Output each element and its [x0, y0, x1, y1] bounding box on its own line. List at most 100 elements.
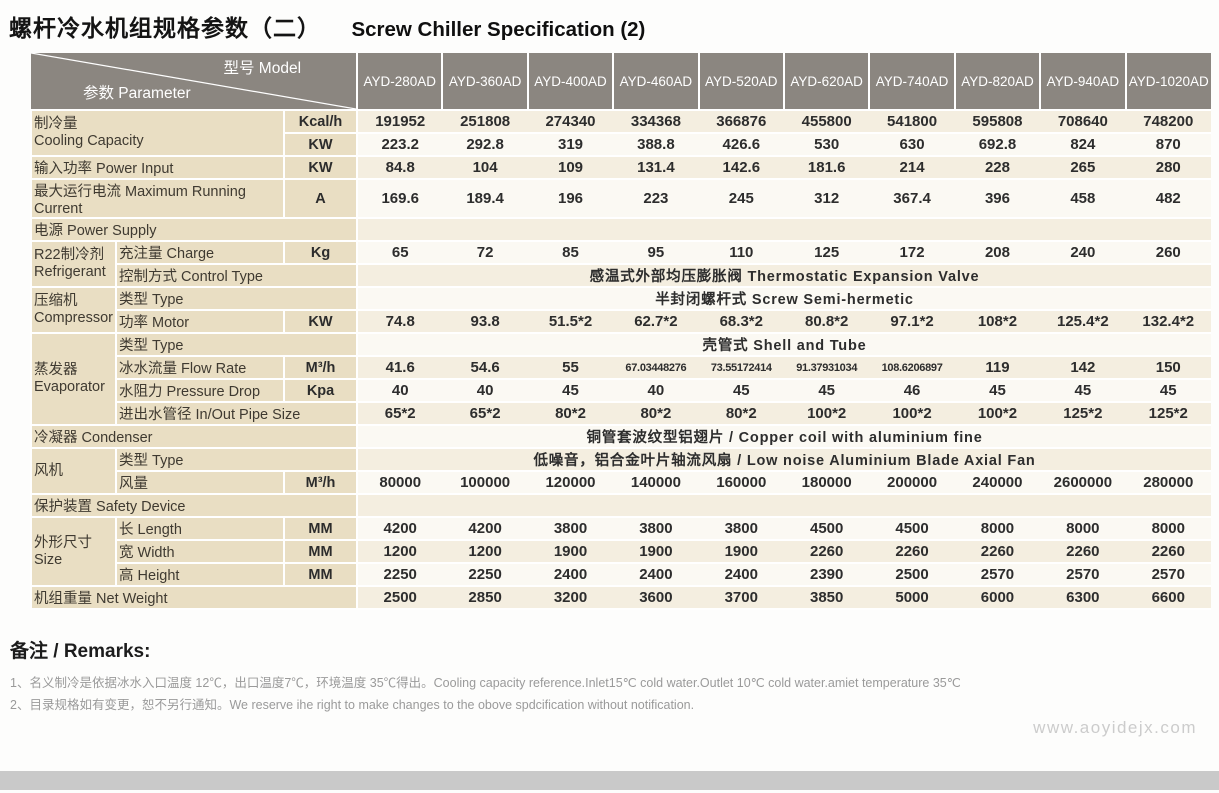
value-cell: 265	[1040, 155, 1126, 180]
bottom-bar	[0, 771, 1219, 790]
value-cell: 245	[698, 178, 784, 219]
value-cell: 595808	[954, 109, 1041, 134]
value-cell: 110	[698, 240, 784, 265]
label-net-weight: 机组重量 Net Weight	[29, 585, 359, 610]
label-cell: 风量	[115, 470, 285, 495]
value-cell: 2260	[783, 539, 870, 564]
value-cell	[357, 217, 1211, 242]
unit-cell: MM	[282, 516, 359, 541]
value-cell: 541800	[869, 109, 955, 134]
value-cell: 8000	[1125, 516, 1211, 541]
value-cell: 748200	[1125, 109, 1211, 134]
table-row: 外形尺寸 Size 长 Length MM 4200 4200 3800 3800 3800 4…	[30, 516, 1211, 587]
value-cell: 100*2	[783, 401, 870, 426]
value-cell: 200000	[869, 470, 955, 495]
value-cell: 366876	[698, 109, 784, 134]
label-cell: 功率 Motor	[115, 309, 285, 334]
table-row: 控制方式 Control Type 感温式外部均压膨胀阀 Thermostatic…	[31, 263, 1211, 288]
title-chinese: 螺杆冷水机组规格参数（二）	[9, 15, 321, 41]
value-cell: 3800	[698, 516, 784, 541]
table-row: 压缩机 Compressor 类型 Type 半封闭螺杆式 Screw Semi-h…	[30, 286, 1211, 334]
value-cell: 2400	[613, 562, 699, 587]
value-cell: 108*2	[954, 309, 1041, 334]
value-cell	[357, 493, 1211, 518]
value-cell: 3800	[527, 516, 614, 541]
diagonal-divider	[31, 53, 356, 109]
label-evaporator: 蒸发器 Evaporator	[30, 332, 117, 426]
website-url: www.aoyidejx.com	[1033, 718, 1197, 737]
value-cell: 191952	[357, 109, 443, 134]
value-cell: 2400	[527, 562, 614, 587]
value-cell: 692.8	[954, 132, 1041, 157]
unit-cell: KW	[282, 132, 359, 157]
value-cell: 97.1*2	[869, 309, 955, 334]
value-cell: 67.03448276	[613, 355, 699, 380]
value-cell: 388.8	[613, 132, 699, 157]
value-cell: 189.4	[442, 178, 528, 219]
value-cell: 104	[442, 155, 528, 180]
value-cell: 2260	[954, 539, 1041, 564]
value-cell: 142	[1040, 355, 1126, 380]
page-title: 螺杆冷水机组规格参数（二） Screw Chiller Specificatio…	[0, 0, 1219, 43]
unit-cell: KW	[282, 309, 359, 334]
label-cell: 进出水管径 In/Out Pipe Size	[114, 401, 359, 426]
value-cell: 125	[783, 240, 870, 265]
spec-table-body: 制冷量 Cooling Capacity Kcal/h 191952 251808 27…	[29, 109, 1211, 610]
value-cell: 51.5*2	[527, 309, 614, 334]
value-cell: 40	[357, 378, 443, 403]
value-cell: 68.3*2	[698, 309, 784, 334]
value-cell: 45	[527, 378, 614, 403]
value-cell: 280000	[1125, 470, 1211, 495]
value-cell: 2260	[869, 539, 955, 564]
label-refrigerant: R22制冷剂 Refrigerant	[30, 240, 117, 288]
value-cell: 80*2	[698, 401, 784, 426]
table-row: 蒸发器 Evaporator 类型 Type 壳管式 Shell and Tube	[30, 332, 1211, 426]
table-row: 宽 Width MM 1200 1200 1900 1900 1900 2260 2260 226…	[31, 539, 1211, 564]
value-cell: 260	[1125, 240, 1211, 265]
label-power-input: 输入功率 Power Input	[30, 155, 285, 180]
value-cell: 228	[954, 155, 1041, 180]
value-cell: 6000	[954, 585, 1041, 610]
value-cell: 3600	[613, 585, 699, 610]
value-cell: 65	[357, 240, 443, 265]
value-cell: 125.4*2	[1040, 309, 1126, 334]
value-cell: 100*2	[954, 401, 1041, 426]
table-row: 进出水管径 In/Out Pipe Size 65*2 65*2 80*2 80*2 80…	[31, 401, 1211, 426]
value-cell: 铜管套波纹型铝翅片 / Copper coil with aluminium f…	[357, 424, 1211, 449]
value-cell: 100000	[442, 470, 528, 495]
label-cell: 宽 Width	[115, 539, 285, 564]
unit-cell: KW	[282, 155, 359, 180]
model-column-header: AYD-740AD	[868, 53, 955, 110]
table-row: 功率 Motor KW 74.8 93.8 51.5*2 62.7*2 68.3*2 80.8…	[31, 309, 1211, 334]
value-cell: 140000	[613, 470, 699, 495]
value-cell: 2390	[783, 562, 870, 587]
value-cell: 312	[783, 178, 870, 219]
value-cell: 223	[613, 178, 699, 219]
value-cell: 45	[783, 378, 870, 403]
value-cell: 2250	[442, 562, 528, 587]
remark-item-2: 2、目录规格如有变更，恕不另行通知。We reserve ihe right t…	[10, 697, 695, 712]
remark-item-1: 1、名义制冷是依据冰水入口温度 12℃，出口温度7℃，环境温度 35℃得出。Co…	[10, 676, 961, 690]
value-cell: 292.8	[442, 132, 528, 157]
value-cell: 125*2	[1040, 401, 1126, 426]
value-cell: 455800	[783, 109, 870, 134]
value-cell: 4500	[869, 516, 955, 541]
value-cell: 6600	[1125, 585, 1211, 610]
value-cell: 72	[442, 240, 528, 265]
table-corner-cell: 型号 Model 参数 Parameter	[31, 53, 358, 110]
value-cell: 40	[442, 378, 528, 403]
value-cell: 84.8	[357, 155, 443, 180]
value-cell: 100*2	[869, 401, 955, 426]
model-column-header: AYD-940AD	[1039, 53, 1126, 110]
unit-cell: A	[282, 178, 359, 219]
value-cell: 458	[1040, 178, 1126, 219]
value-cell: 45	[698, 378, 784, 403]
value-cell: 196	[527, 178, 614, 219]
value-cell: 208	[954, 240, 1041, 265]
value-cell: 131.4	[613, 155, 699, 180]
unit-cell: M³/h	[282, 355, 359, 380]
value-cell: 65*2	[442, 401, 528, 426]
value-cell: 180000	[783, 470, 870, 495]
value-cell: 319	[527, 132, 614, 157]
value-cell: 367.4	[869, 178, 955, 219]
